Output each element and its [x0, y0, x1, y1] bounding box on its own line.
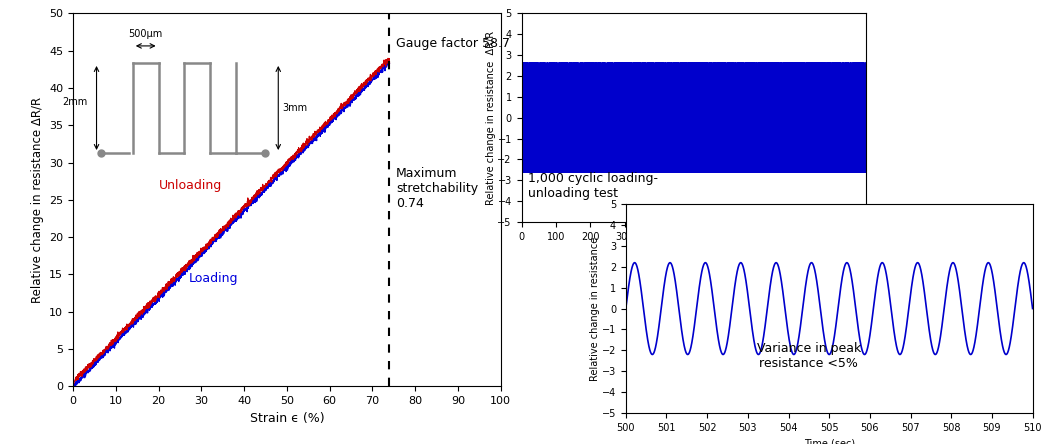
X-axis label: Strain ϵ (%): Strain ϵ (%): [249, 412, 324, 424]
Text: Gauge factor 58.7: Gauge factor 58.7: [396, 37, 510, 50]
X-axis label: Time (sec): Time (sec): [803, 438, 855, 444]
Text: Unloading: Unloading: [159, 178, 222, 192]
Text: 1,000 cyclic loading-
unloading test: 1,000 cyclic loading- unloading test: [529, 172, 658, 200]
Y-axis label: Relative change in resistance ΔR/R: Relative change in resistance ΔR/R: [30, 97, 44, 303]
X-axis label: Time (sec): Time (sec): [668, 247, 720, 257]
Text: Loading: Loading: [189, 272, 238, 285]
Y-axis label: Relative change in resistance: Relative change in resistance: [590, 237, 601, 381]
Text: Variance in peak
resistance <5%: Variance in peak resistance <5%: [757, 342, 860, 370]
Y-axis label: Relative change in resistance  ΔR/R: Relative change in resistance ΔR/R: [486, 31, 496, 205]
Text: Maximum
stretchability
0.74: Maximum stretchability 0.74: [396, 167, 478, 210]
